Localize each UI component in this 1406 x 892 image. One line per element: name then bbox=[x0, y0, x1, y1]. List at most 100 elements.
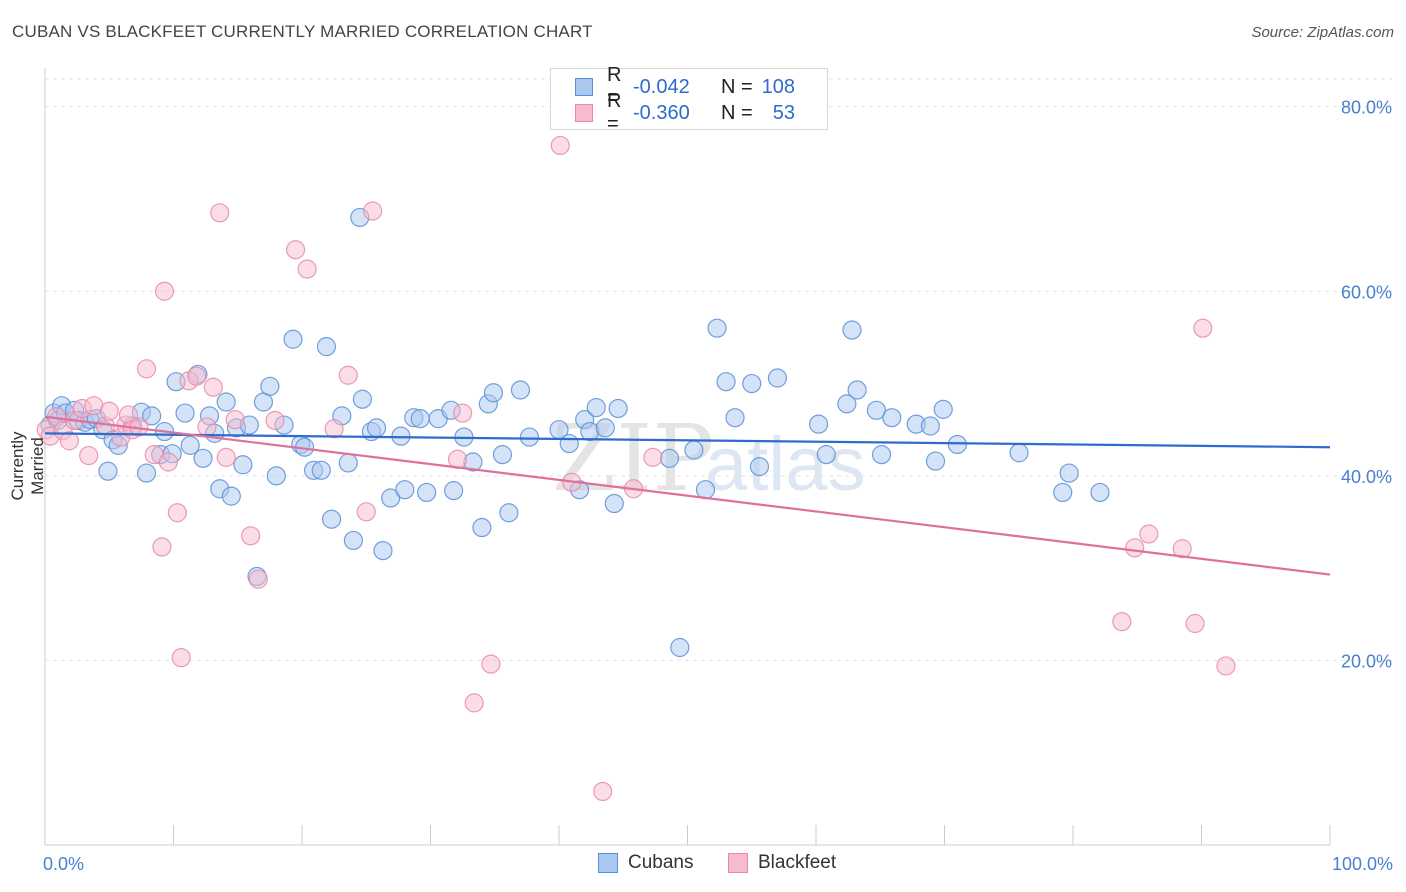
point-cubans bbox=[142, 406, 162, 426]
point-blackfeet bbox=[167, 503, 187, 523]
point-cubans bbox=[492, 445, 513, 465]
point-blackfeet bbox=[1185, 613, 1205, 634]
legend-swatch-blackfeet bbox=[575, 104, 593, 122]
point-blackfeet bbox=[338, 365, 358, 385]
trend-lines bbox=[44, 415, 1331, 576]
point-cubans bbox=[716, 372, 736, 392]
point-blackfeet bbox=[248, 569, 268, 589]
legend-r-label: R = bbox=[607, 90, 622, 135]
point-cubans bbox=[180, 435, 200, 455]
point-cubans bbox=[233, 455, 253, 475]
watermark-atlas: atlas bbox=[705, 422, 866, 507]
point-cubans bbox=[338, 453, 358, 473]
point-cubans bbox=[808, 414, 829, 434]
bottom-legend-cubans[interactable]: Cubans bbox=[598, 852, 694, 874]
scatter-points bbox=[36, 135, 1236, 802]
point-blackfeet bbox=[481, 654, 501, 674]
x-tick-label: 0.0% bbox=[43, 854, 84, 874]
point-cubans bbox=[1053, 482, 1073, 503]
correlation-legend: R = -0.042 N = 108 R = -0.360 N = 53 bbox=[550, 64, 828, 135]
trendline-cubans bbox=[44, 432, 1331, 449]
point-cubans bbox=[947, 434, 967, 455]
bottom-legend-label-cubans: Cubans bbox=[628, 852, 694, 873]
point-cubans bbox=[1090, 482, 1110, 503]
point-blackfeet bbox=[225, 409, 245, 430]
point-cubans bbox=[725, 408, 745, 428]
point-cubans bbox=[925, 451, 946, 471]
chart-title: CUBAN VS BLACKFEET CURRENTLY MARRIED COR… bbox=[12, 22, 593, 41]
x-tick-label: 100.0% bbox=[1332, 854, 1393, 874]
point-cubans bbox=[311, 460, 331, 480]
point-cubans bbox=[410, 409, 430, 429]
point-blackfeet bbox=[643, 447, 663, 467]
axes bbox=[44, 68, 1331, 846]
point-cubans bbox=[559, 433, 579, 454]
point-cubans bbox=[659, 448, 680, 468]
point-blackfeet bbox=[324, 419, 344, 439]
point-cubans bbox=[742, 373, 762, 394]
point-cubans bbox=[882, 408, 902, 428]
point-cubans bbox=[260, 376, 280, 396]
point-cubans bbox=[175, 403, 195, 423]
legend-swatch-cubans bbox=[575, 78, 593, 96]
point-blackfeet bbox=[1125, 538, 1145, 558]
point-cubans bbox=[316, 337, 337, 357]
point-cubans bbox=[366, 418, 387, 438]
point-blackfeet bbox=[136, 359, 157, 379]
point-blackfeet bbox=[285, 240, 306, 260]
point-blackfeet bbox=[363, 201, 383, 221]
point-cubans bbox=[136, 463, 157, 483]
point-cubans bbox=[604, 493, 624, 514]
point-blackfeet bbox=[265, 410, 285, 431]
point-cubans bbox=[499, 503, 519, 523]
point-cubans bbox=[321, 509, 342, 529]
point-cubans bbox=[395, 480, 415, 500]
point-blackfeet bbox=[171, 648, 191, 668]
point-cubans bbox=[1059, 463, 1079, 483]
point-cubans bbox=[767, 368, 788, 388]
point-cubans bbox=[98, 461, 118, 481]
bottom-legend-swatch-blackfeet bbox=[728, 853, 748, 873]
legend-n-label: N = bbox=[721, 101, 753, 124]
point-cubans bbox=[1009, 443, 1029, 463]
point-blackfeet bbox=[1216, 656, 1236, 676]
point-cubans bbox=[816, 445, 836, 465]
point-cubans bbox=[352, 389, 372, 409]
point-blackfeet bbox=[453, 403, 473, 423]
point-blackfeet bbox=[152, 537, 172, 557]
y-tick-label: 40.0% bbox=[1341, 467, 1392, 487]
point-blackfeet bbox=[154, 281, 175, 301]
legend-n-label: N = bbox=[721, 75, 753, 98]
source-label: Source: ZipAtlas.com bbox=[1251, 24, 1394, 41]
point-cubans bbox=[670, 637, 690, 658]
point-blackfeet bbox=[356, 502, 376, 522]
point-cubans bbox=[510, 380, 531, 400]
point-blackfeet bbox=[187, 366, 207, 386]
point-blackfeet bbox=[241, 526, 261, 546]
grid-lines bbox=[45, 78, 1392, 661]
point-cubans bbox=[695, 480, 716, 500]
point-cubans bbox=[866, 400, 886, 420]
legend-r-value: -0.360 bbox=[633, 101, 690, 124]
point-blackfeet bbox=[59, 431, 80, 451]
point-cubans bbox=[707, 318, 727, 338]
point-cubans bbox=[266, 466, 286, 486]
point-cubans bbox=[837, 394, 857, 414]
legend-row-blackfeet: R = -0.360 N = 53 bbox=[575, 90, 795, 135]
point-blackfeet bbox=[1139, 524, 1159, 544]
point-cubans bbox=[586, 397, 606, 418]
point-blackfeet bbox=[158, 452, 178, 472]
point-blackfeet bbox=[464, 693, 484, 713]
tick-labels: 20.0% 40.0% 60.0% 80.0% 0.0% 100.0% bbox=[43, 98, 1393, 874]
y-tick-label: 80.0% bbox=[1341, 98, 1392, 118]
legend-r-label: R = bbox=[607, 64, 622, 109]
point-cubans bbox=[595, 418, 615, 438]
point-blackfeet bbox=[297, 259, 317, 279]
point-blackfeet bbox=[593, 781, 613, 802]
bottom-legend-blackfeet[interactable]: Blackfeet bbox=[728, 852, 836, 874]
legend-n-value: 108 bbox=[761, 75, 795, 98]
point-blackfeet bbox=[203, 377, 223, 397]
point-cubans bbox=[608, 398, 628, 419]
point-blackfeet bbox=[1172, 539, 1192, 559]
